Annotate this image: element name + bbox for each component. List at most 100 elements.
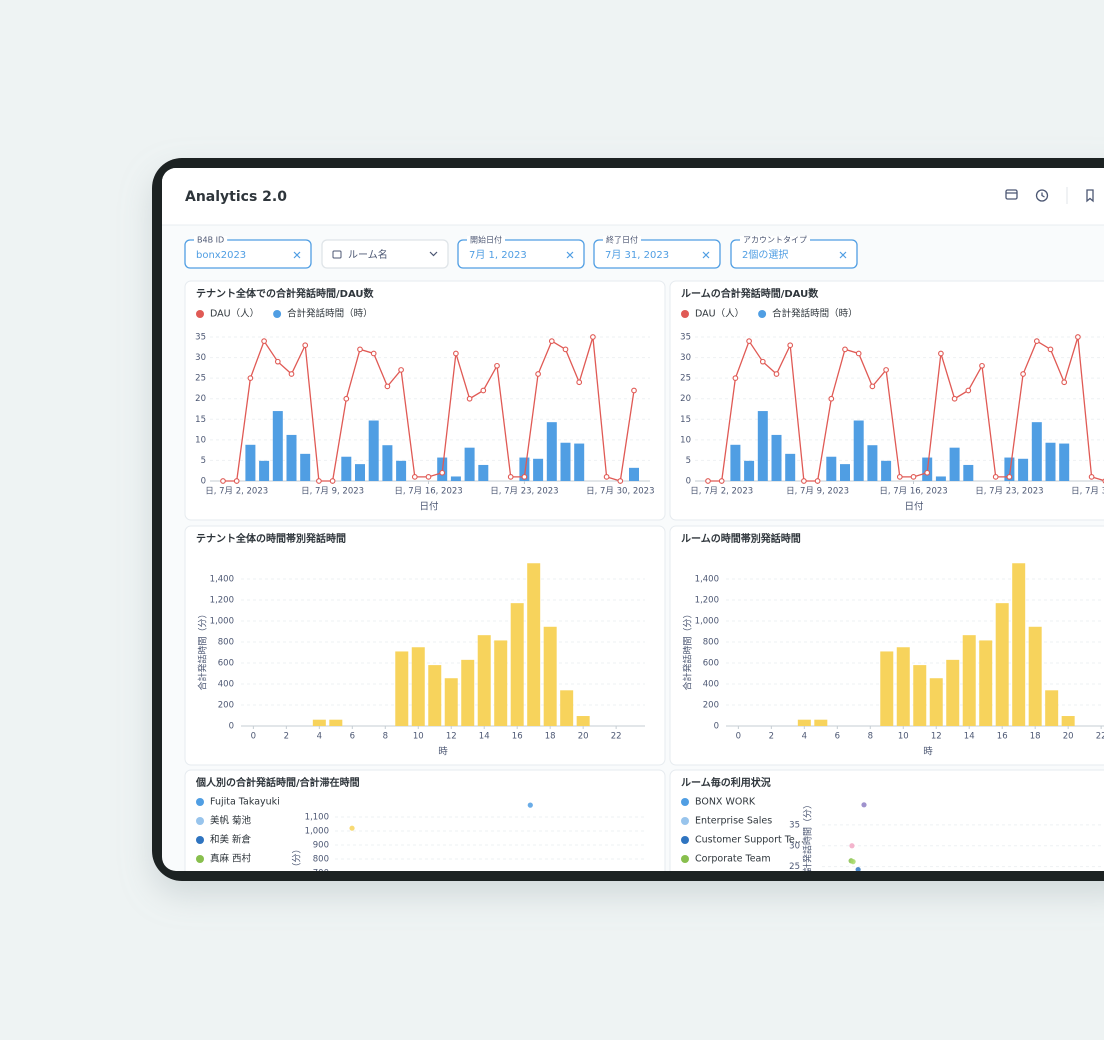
x-tick-label: 20 <box>578 732 589 742</box>
bar <box>840 464 850 481</box>
line-point <box>883 367 889 373</box>
bar <box>785 453 796 481</box>
bar <box>1061 716 1075 726</box>
x-axis-label: 時 <box>438 747 448 758</box>
bar <box>757 411 768 481</box>
bar <box>962 635 976 726</box>
legend-label: Fujita Takayuki <box>210 797 280 808</box>
line-point <box>1061 379 1068 386</box>
y-tick-label: 600 <box>703 659 719 669</box>
line-point <box>1075 334 1081 340</box>
line-point <box>1047 346 1054 353</box>
y-tick-label: 30 <box>789 841 800 851</box>
legend-label: DAU（人） <box>210 308 259 320</box>
bar <box>527 563 541 726</box>
x-tick-label: 20 <box>1063 732 1074 742</box>
history-icon[interactable] <box>1035 189 1049 202</box>
chart-title: テナント全体の時間帯別発話時間 <box>196 532 346 545</box>
bar <box>935 476 946 481</box>
clear-icon[interactable] <box>702 251 710 259</box>
x-tick-label: 日, 7月 16, 2023 <box>394 487 462 497</box>
line-point <box>1033 338 1040 344</box>
legend-label: 合計発話時間（時） <box>772 308 858 320</box>
x-tick-label: 8 <box>383 732 388 742</box>
clear-icon[interactable] <box>839 251 847 259</box>
subscribe-icon[interactable] <box>1005 189 1018 200</box>
x-tick-label: 日, 7月 9, 2023 <box>301 487 364 497</box>
line-point <box>869 383 876 390</box>
filter-label: 終了日付 <box>606 235 638 245</box>
y-tick-label: 20 <box>680 394 691 404</box>
line-point <box>896 474 903 480</box>
legend-dot <box>196 836 204 844</box>
y-tick-label: 0 <box>714 722 719 732</box>
scatter-point <box>855 866 861 871</box>
bar <box>312 719 326 726</box>
filter-chip[interactable] <box>321 239 449 269</box>
bar <box>913 665 927 726</box>
bar <box>995 603 1009 726</box>
x-tick-label: 14 <box>964 732 975 742</box>
filter-chip[interactable] <box>593 239 721 269</box>
legend-dot <box>196 817 204 825</box>
line-point <box>507 474 514 480</box>
y-tick-label: 0 <box>201 477 206 487</box>
bar <box>494 640 508 726</box>
x-tick-label: 10 <box>413 732 424 742</box>
line-point <box>732 375 739 381</box>
line-point <box>1006 474 1013 480</box>
line-point <box>220 478 226 484</box>
y-tick-label: 1,000 <box>695 617 719 627</box>
bar <box>396 460 407 481</box>
clear-icon[interactable] <box>293 251 301 259</box>
bookmark-icon[interactable] <box>1086 189 1094 203</box>
x-tick-label: 22 <box>1096 732 1104 742</box>
y-tick-label: 200 <box>703 701 719 711</box>
legend-label: BONX WORK <box>695 797 756 808</box>
bar <box>560 690 574 726</box>
filter-chip[interactable] <box>457 239 585 269</box>
x-tick-label: 10 <box>898 732 909 742</box>
y-tick-label: 15 <box>195 415 206 425</box>
chevron[interactable] <box>429 251 438 257</box>
filters: B4B ID bonx2023 ルーム名 開始日付 7月 1, 2023 終了日付 7月 3… <box>184 235 858 269</box>
bar <box>560 442 571 481</box>
bar <box>510 603 524 726</box>
line-point <box>548 338 555 344</box>
line-point <box>603 474 610 480</box>
header-bar <box>162 168 1104 225</box>
line-point <box>521 474 528 480</box>
bar <box>1004 457 1015 481</box>
bar <box>395 651 409 726</box>
legend-dot <box>196 855 204 863</box>
y-axis-label: 合計発話時間（分） <box>802 800 814 881</box>
line-point <box>576 379 583 386</box>
card-bg <box>184 525 666 766</box>
line-point <box>1020 371 1026 377</box>
x-tick-label: 日, 7月 9, 2023 <box>786 487 849 497</box>
y-tick-label: 200 <box>218 701 234 711</box>
filter-chip[interactable] <box>184 239 312 269</box>
line-point <box>494 362 500 369</box>
filter-value: bonx2023 <box>196 250 246 261</box>
line-point <box>233 478 240 484</box>
line-point <box>773 371 780 377</box>
y-tick-label: 800 <box>703 638 719 648</box>
line-point <box>979 362 985 369</box>
filter-label-bg <box>467 236 505 244</box>
legend-label: 美帆 菊池 <box>210 815 252 827</box>
bar <box>1012 563 1026 726</box>
y-tick-label: 0 <box>686 477 691 487</box>
x-tick-label: 日, 7月 23, 2023 <box>975 487 1043 497</box>
bar <box>329 719 343 726</box>
bar <box>853 420 864 481</box>
line-point <box>535 371 541 377</box>
line-point <box>1088 474 1095 480</box>
bar <box>477 635 491 726</box>
filter-label: 開始日付 <box>470 235 502 245</box>
clear-icon[interactable] <box>566 251 574 259</box>
chart-card: 個人別の合計発話時間/合計滞在時間 Fujita Takayuki 美帆 菊池和美 … <box>184 769 666 871</box>
bar <box>730 444 741 481</box>
